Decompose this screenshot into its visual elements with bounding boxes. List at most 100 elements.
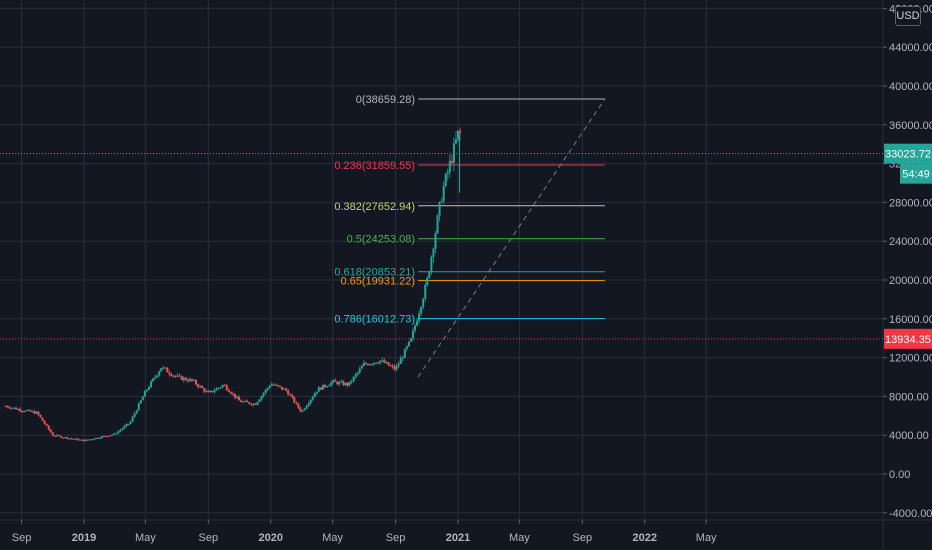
candle-body xyxy=(53,435,56,437)
fib-level-label: 0.5(24253.08) xyxy=(347,234,416,246)
candle-body xyxy=(293,397,296,403)
candle-body xyxy=(403,349,406,358)
y-axis-tick-label: 36000.00 xyxy=(889,120,932,132)
candle-body xyxy=(448,160,451,172)
y-axis-tick-label: -4000.00 xyxy=(889,508,932,520)
candle-body xyxy=(233,393,236,398)
candle-body xyxy=(371,364,374,366)
candle-body xyxy=(268,386,271,388)
candle-body xyxy=(444,173,447,187)
candle-body xyxy=(440,201,443,203)
candle-body xyxy=(31,411,34,413)
candle-body xyxy=(438,202,441,216)
candle-body xyxy=(25,410,28,412)
fib-level-label: 0.618(20853.21) xyxy=(334,267,415,279)
candle-body xyxy=(66,437,69,439)
candle-body xyxy=(272,384,275,386)
candle-body xyxy=(434,233,437,249)
trend-line[interactable] xyxy=(417,98,606,378)
candle-body xyxy=(43,420,46,424)
candle-body xyxy=(197,384,200,387)
candle-body xyxy=(313,393,316,397)
candle-body xyxy=(137,403,140,411)
candle-body xyxy=(90,439,93,441)
candle-body xyxy=(51,432,54,436)
candle-body xyxy=(381,360,384,362)
marked-price-label: 13934.35 xyxy=(885,334,931,346)
candle-body xyxy=(154,377,157,379)
candle-body xyxy=(231,393,234,395)
candle-body xyxy=(158,371,161,376)
candle-body xyxy=(266,387,269,390)
candle-body xyxy=(174,375,177,377)
x-axis-tick-label: May xyxy=(696,532,717,544)
candle-body xyxy=(186,380,189,382)
candle-body xyxy=(213,390,216,393)
candle-body xyxy=(416,320,419,326)
current-price-label: 33023.72 xyxy=(885,149,931,161)
candle-body xyxy=(235,396,238,398)
candle-body xyxy=(262,393,265,396)
candle-body xyxy=(311,396,314,400)
candle-body xyxy=(135,410,138,414)
candle-body xyxy=(6,406,9,408)
candle-body xyxy=(377,362,380,364)
candle-body xyxy=(152,378,155,382)
candle-body xyxy=(219,387,222,389)
candle-body xyxy=(342,381,345,386)
candle-body xyxy=(454,139,457,144)
candle-body xyxy=(125,424,128,427)
candle-body xyxy=(459,130,462,134)
fib-level-label: 0.382(27652.94) xyxy=(334,201,415,213)
candle-body xyxy=(281,386,283,390)
candle-body xyxy=(401,357,404,359)
candle-body xyxy=(356,372,359,375)
candle-body xyxy=(334,380,337,382)
x-axis-tick-label: May xyxy=(135,532,156,544)
candle-body xyxy=(422,298,425,308)
candle-body xyxy=(344,382,347,386)
candle-body xyxy=(346,382,349,386)
currency-badge[interactable]: USD xyxy=(895,6,921,26)
candle-body xyxy=(147,387,150,390)
marked-price-tag xyxy=(884,328,932,349)
candle-body xyxy=(373,362,376,365)
candle-body xyxy=(178,375,181,377)
candle-body xyxy=(211,390,214,393)
candle-body xyxy=(217,387,220,389)
candle-body xyxy=(78,439,81,441)
candle-body xyxy=(201,386,204,389)
candle-body xyxy=(41,417,44,421)
candle-body xyxy=(49,429,52,433)
candle-body xyxy=(426,277,429,286)
candle-body xyxy=(156,375,159,378)
candle-body xyxy=(33,411,36,414)
candle-body xyxy=(143,390,146,397)
candle-body xyxy=(129,421,132,424)
candle-body xyxy=(141,396,144,401)
candle-body xyxy=(100,436,103,438)
candle-body xyxy=(321,384,324,390)
y-axis-tick-label: 0.00 xyxy=(889,469,910,481)
candle-body xyxy=(14,407,17,410)
y-axis-tick-label: 4000.00 xyxy=(889,430,929,442)
candle-body xyxy=(340,381,343,383)
candle-body xyxy=(160,368,163,372)
candle-body xyxy=(238,396,241,401)
candle-body xyxy=(57,435,60,437)
candle-body xyxy=(4,406,7,408)
candle-body xyxy=(172,375,175,377)
y-axis-tick-label: 24000.00 xyxy=(889,236,932,248)
x-axis-tick-label: May xyxy=(509,532,530,544)
candle-body xyxy=(162,367,165,369)
candle-body xyxy=(350,381,353,383)
candle-body xyxy=(23,411,26,413)
candle-body xyxy=(117,431,120,434)
candle-body xyxy=(133,413,136,417)
candle-body xyxy=(248,402,251,404)
candle-body xyxy=(98,437,101,439)
candle-body xyxy=(387,362,390,366)
candle-body xyxy=(309,399,312,404)
